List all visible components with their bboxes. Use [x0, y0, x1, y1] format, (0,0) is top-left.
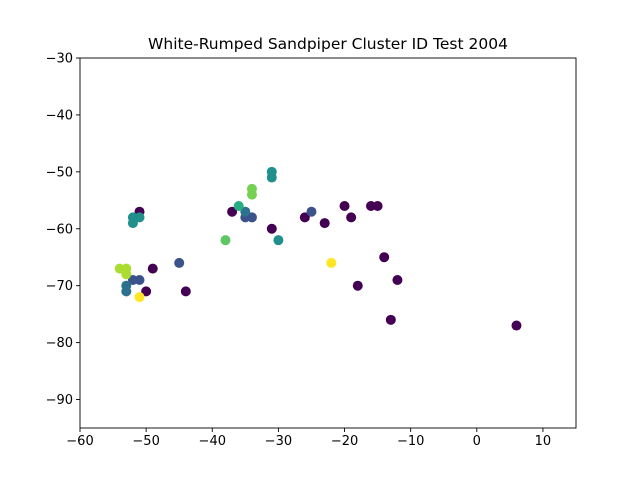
data-point-38	[121, 269, 132, 280]
data-point-0	[511, 320, 522, 331]
data-point-17	[306, 206, 317, 217]
x-tick-label: −10	[397, 434, 424, 449]
y-tick-label: −70	[46, 279, 73, 294]
data-point-32	[233, 201, 244, 211]
x-tick-label: 10	[535, 434, 552, 449]
data-point-11	[266, 223, 277, 234]
data-point-7	[339, 201, 350, 211]
data-point-22	[127, 275, 138, 285]
x-tick-label: −60	[66, 434, 93, 449]
y-tick-label: −30	[46, 52, 73, 67]
data-point-12	[227, 206, 238, 217]
data-point-30	[134, 212, 145, 223]
data-point-13	[180, 286, 191, 297]
data-point-33	[220, 235, 231, 246]
y-tick-label: −40	[46, 108, 73, 123]
data-point-27	[266, 172, 277, 183]
data-point-15	[141, 286, 152, 297]
y-tick-label: −80	[46, 336, 73, 351]
y-tick-label: −50	[46, 165, 73, 180]
data-point-39	[326, 257, 337, 268]
data-point-8	[346, 212, 357, 223]
data-point-4	[379, 252, 390, 263]
data-point-14	[147, 263, 158, 274]
points-layer	[114, 166, 522, 331]
x-tick-label: −30	[265, 434, 292, 449]
x-tick-label: −50	[132, 434, 159, 449]
data-point-3	[392, 275, 403, 285]
x-tick-label: −40	[199, 434, 226, 449]
data-point-25	[240, 206, 251, 217]
data-point-40	[134, 292, 145, 303]
data-point-35	[246, 189, 257, 200]
data-point-28	[273, 235, 284, 246]
plot-area-frame	[79, 57, 577, 429]
data-point-6	[372, 201, 383, 211]
data-point-20	[174, 257, 185, 268]
data-point-2	[352, 280, 363, 291]
y-tick-label: −60	[46, 222, 73, 237]
data-point-1	[385, 314, 396, 325]
y-tick-label: −90	[46, 393, 73, 408]
data-point-24	[121, 286, 132, 297]
x-tick-label: −20	[331, 434, 358, 449]
ticks-layer: −60 −50 −40 −30 −20 −10 0 10 −90 −80 −70 −60 −50 −40 −…	[46, 52, 552, 450]
data-point-31	[127, 218, 138, 229]
x-tick-label: 0	[473, 434, 481, 449]
data-point-9	[319, 218, 330, 229]
data-point-10	[299, 212, 310, 223]
chart-title: White-Rumped Sandpiper Cluster ID Test 2…	[148, 35, 508, 53]
